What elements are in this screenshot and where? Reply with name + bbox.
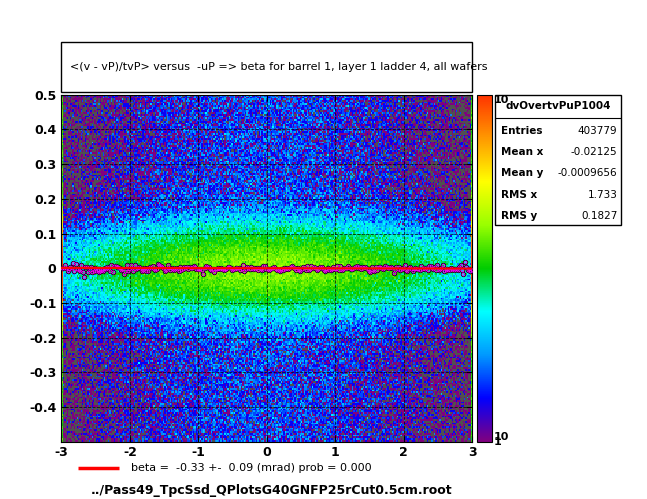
Text: Entries: Entries (501, 126, 543, 136)
Text: ../Pass49_TpcSsd_QPlotsG40GNFP25rCut0.5cm.root: ../Pass49_TpcSsd_QPlotsG40GNFP25rCut0.5c… (91, 484, 452, 497)
Text: RMS y: RMS y (501, 211, 538, 221)
Text: 10: 10 (494, 95, 509, 105)
Text: RMS x: RMS x (501, 190, 538, 200)
Text: beta =  -0.33 +-  0.09 (mrad) prob = 0.000: beta = -0.33 +- 0.09 (mrad) prob = 0.000 (131, 463, 372, 473)
Text: 10: 10 (494, 432, 509, 442)
Text: <(v - vP)/tvP> versus  -uP => beta for barrel 1, layer 1 ladder 4, all wafers: <(v - vP)/tvP> versus -uP => beta for ba… (70, 62, 487, 72)
Text: 0.1827: 0.1827 (581, 211, 617, 221)
Text: -0.02125: -0.02125 (571, 147, 617, 157)
Text: dvOvertvPuP1004: dvOvertvPuP1004 (505, 101, 611, 111)
Text: 1: 1 (494, 437, 501, 447)
Text: 1.733: 1.733 (587, 190, 617, 200)
Text: 403779: 403779 (578, 126, 617, 136)
Text: Mean y: Mean y (501, 169, 543, 179)
Text: Mean x: Mean x (501, 147, 543, 157)
Text: -0.0009656: -0.0009656 (558, 169, 617, 179)
